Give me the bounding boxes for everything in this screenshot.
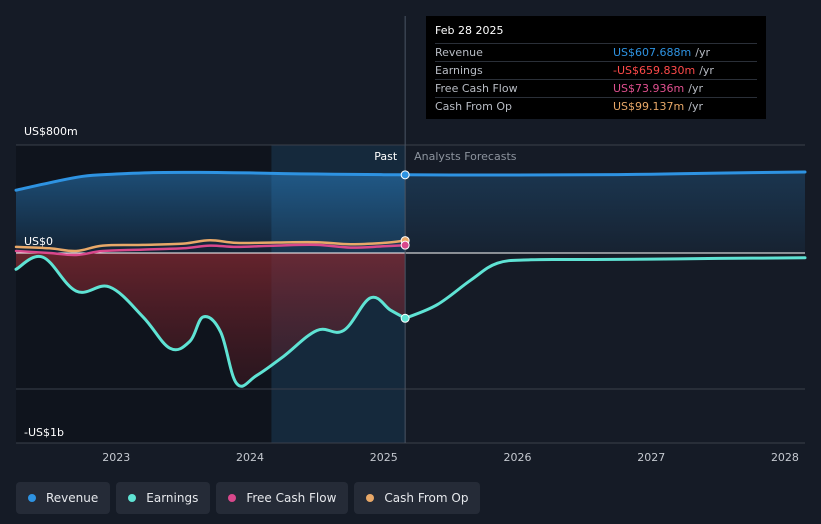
earnings-past-area [16,253,406,387]
chart-legend: Revenue Earnings Free Cash Flow Cash Fro… [16,482,481,514]
cash-from-op-past-line [14,238,407,253]
x-tick-label: 2023 [102,451,130,464]
legend-label: Free Cash Flow [246,491,337,505]
free-cash-flow-past-line [14,243,407,257]
earnings-dot-icon [128,494,137,502]
free-cash-flow-marker [400,240,410,250]
legend-label: Revenue [46,491,99,505]
tooltip-value: US$607.688m [613,46,692,59]
earnings-revenue-chart: US$800m US$0 -US$1b 2023 2024 2025 2026 2027 202… [14,16,807,464]
x-tick-label: 2026 [503,451,531,464]
tooltip-value: US$99.137m [613,100,685,113]
tooltip-unit: /yr [699,64,714,77]
tooltip-row-revenue: Revenue US$607.688m /yr [435,43,757,61]
tooltip-label: Earnings [435,64,483,77]
tooltip-value: -US$659.830m [613,64,696,77]
revenue-dot-icon [28,494,36,502]
legend-item-free-cash-flow[interactable]: Free Cash Flow [216,482,349,514]
legend-item-cash-from-op[interactable]: Cash From Op [354,482,481,514]
tooltip-panel: Feb 28 2025 Revenue US$607.688m /yr Earn… [426,16,766,119]
tooltip-row-free-cash-flow: Free Cash Flow US$73.936m /yr [435,79,757,97]
y-tick-label: US$0 [24,235,53,248]
y-tick-label: US$800m [24,125,78,138]
legend-label: Earnings [146,491,199,505]
past-label: Past [374,150,398,163]
cash-from-op-dot-icon [366,494,375,502]
tooltip-label: Revenue [435,46,483,59]
tooltip-unit: /yr [695,46,710,59]
forecast-label: Analysts Forecasts [414,150,517,163]
revenue-forecast-line [403,170,807,177]
legend-label: Cash From Op [384,491,469,505]
legend-item-earnings[interactable]: Earnings [116,482,211,514]
revenue-past-area [16,172,406,253]
legend-item-revenue[interactable]: Revenue [16,482,111,514]
tooltip-label: Cash From Op [435,100,513,113]
tooltip-label: Free Cash Flow [435,82,518,95]
x-tick-label: 2028 [771,451,799,464]
tooltip-unit: /yr [688,82,703,95]
tooltip-date: Feb 28 2025 [435,24,504,37]
x-tick-label: 2025 [370,451,398,464]
tooltip-row-earnings: Earnings -US$659.830m /yr [435,61,757,79]
x-tick-label: 2027 [637,451,665,464]
tooltip-row-cash-from-op: Cash From Op US$99.137m /yr [435,97,757,115]
earnings-forecast-line [403,256,807,320]
free-cash-flow-dot-icon [228,494,237,502]
x-tick-label: 2024 [236,451,264,464]
revenue-marker [400,170,410,180]
earnings-past-line [14,254,407,388]
revenue-past-line [14,170,407,192]
revenue-forecast-area [405,172,805,253]
tooltip-unit: /yr [688,100,703,113]
y-tick-label: -US$1b [24,426,64,439]
earnings-marker [400,313,410,323]
tooltip-value: US$73.936m [613,82,685,95]
